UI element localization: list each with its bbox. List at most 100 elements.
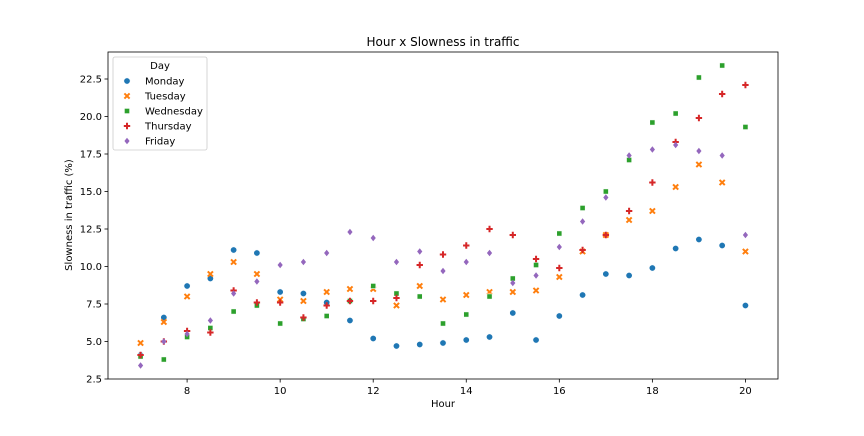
legend-label: Monday bbox=[145, 77, 185, 88]
data-point bbox=[324, 249, 330, 257]
y-tick-label: 12.5 bbox=[80, 225, 102, 236]
y-axis-label: Slowness in traffic (%) bbox=[64, 159, 75, 271]
x-axis-label: Hour bbox=[431, 399, 456, 410]
data-point bbox=[741, 301, 749, 309]
data-point bbox=[509, 309, 517, 317]
plot-area: 8 10 12 14 16 18 20 2.5 5.0 7.5 10.0 12.5 15.0 17.5 20… bbox=[80, 51, 779, 397]
legend-marker bbox=[123, 92, 131, 100]
series-friday bbox=[137, 141, 749, 369]
y-tick-label: 5.0 bbox=[86, 337, 102, 348]
data-point bbox=[416, 282, 424, 290]
data-point bbox=[556, 243, 562, 251]
data-point bbox=[417, 248, 423, 255]
data-point bbox=[137, 351, 144, 359]
legend: Day Monday Tuesday Wednesday Thursday Friday bbox=[112, 56, 208, 151]
data-point bbox=[346, 297, 354, 305]
data-point bbox=[440, 320, 446, 327]
data-point bbox=[346, 285, 354, 293]
data-point bbox=[556, 230, 563, 237]
data-point bbox=[649, 119, 656, 126]
legend-marker bbox=[124, 137, 130, 145]
data-point bbox=[696, 74, 702, 81]
data-point bbox=[486, 293, 493, 300]
y-tick-label: 17.5 bbox=[80, 150, 102, 161]
data-point bbox=[719, 62, 726, 69]
data-point bbox=[462, 336, 470, 344]
data-point bbox=[718, 179, 726, 186]
data-point bbox=[207, 317, 213, 324]
data-point bbox=[253, 249, 261, 257]
data-point bbox=[160, 356, 167, 363]
data-point bbox=[649, 207, 656, 215]
series-monday bbox=[137, 236, 749, 359]
data-point bbox=[625, 271, 633, 279]
data-point bbox=[183, 293, 191, 300]
y-tick-label: 20.0 bbox=[80, 112, 102, 123]
data-point bbox=[695, 236, 703, 244]
data-point bbox=[532, 255, 540, 263]
data-point bbox=[277, 261, 283, 269]
data-point bbox=[439, 251, 447, 258]
x-tick-label: 12 bbox=[367, 386, 380, 397]
legend-marker bbox=[123, 122, 131, 130]
plot-frame bbox=[107, 51, 779, 380]
data-point bbox=[532, 336, 540, 344]
data-point bbox=[137, 339, 144, 347]
data-point bbox=[556, 273, 563, 281]
data-point bbox=[393, 302, 400, 309]
data-point bbox=[207, 270, 214, 278]
data-point bbox=[533, 272, 539, 279]
data-point bbox=[207, 329, 214, 336]
legend-box bbox=[112, 56, 208, 151]
data-point bbox=[579, 218, 586, 225]
data-point bbox=[532, 287, 540, 294]
data-point bbox=[602, 188, 609, 195]
legend-item-tuesday: Tuesday bbox=[123, 92, 186, 103]
data-point bbox=[276, 288, 284, 296]
data-point bbox=[393, 294, 400, 302]
data-point bbox=[742, 124, 749, 130]
legend-label: Friday bbox=[145, 137, 175, 148]
data-point bbox=[346, 316, 354, 324]
data-point bbox=[579, 205, 586, 211]
data-point bbox=[416, 340, 424, 348]
data-point bbox=[463, 258, 469, 266]
data-point bbox=[602, 270, 610, 278]
data-point bbox=[370, 283, 377, 289]
data-point bbox=[184, 330, 190, 338]
data-point bbox=[277, 320, 284, 327]
data-point bbox=[370, 234, 376, 242]
legend-label: Thursday bbox=[144, 122, 192, 133]
data-point bbox=[625, 207, 633, 215]
data-point bbox=[672, 183, 679, 191]
data-point bbox=[230, 308, 237, 315]
data-point bbox=[439, 296, 447, 303]
data-point bbox=[649, 179, 656, 186]
data-point bbox=[462, 291, 470, 299]
data-point bbox=[695, 161, 703, 168]
data-point bbox=[742, 81, 749, 89]
x-tick-label: 8 bbox=[184, 386, 190, 397]
data-point bbox=[719, 152, 725, 159]
data-point bbox=[323, 313, 330, 319]
data-point bbox=[579, 246, 586, 254]
data-point bbox=[626, 152, 632, 159]
data-point bbox=[509, 231, 516, 239]
data-point bbox=[672, 110, 679, 117]
legend-title: Day bbox=[150, 61, 170, 72]
data-point bbox=[440, 267, 446, 275]
data-point bbox=[463, 311, 470, 318]
data-point bbox=[323, 302, 330, 309]
legend-item-thursday: Thursday bbox=[123, 122, 192, 133]
data-point bbox=[648, 264, 656, 272]
data-point bbox=[533, 262, 539, 268]
data-point bbox=[370, 297, 377, 305]
data-point bbox=[579, 291, 587, 299]
data-point bbox=[695, 114, 703, 122]
x-tick-label: 16 bbox=[553, 386, 566, 397]
data-point bbox=[649, 146, 655, 153]
legend-item-friday: Friday bbox=[124, 137, 175, 148]
legend-marker bbox=[124, 108, 130, 114]
